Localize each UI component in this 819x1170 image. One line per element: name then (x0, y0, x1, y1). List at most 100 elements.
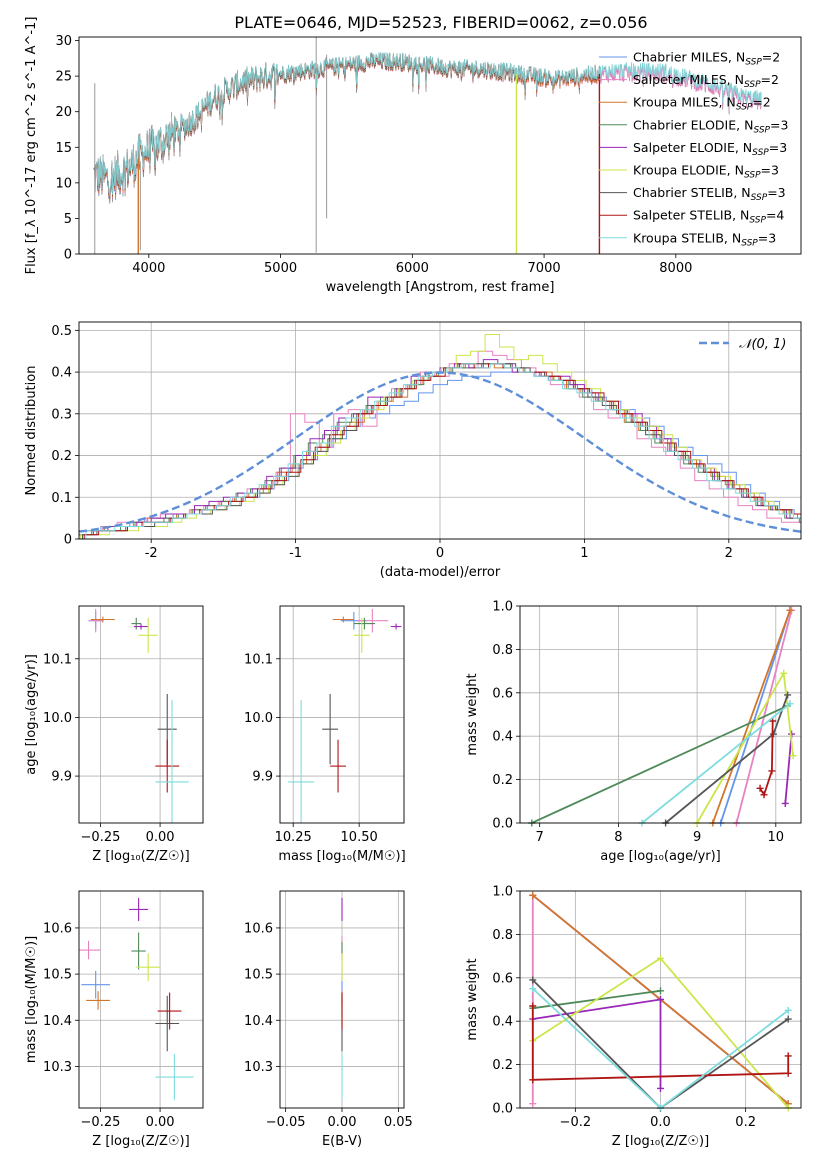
y-tick-label: 15 (55, 141, 72, 156)
legend-label-tail: =3 (769, 140, 787, 155)
series-marker-5 (780, 669, 788, 677)
y-axis-label: Normed distribution (24, 366, 39, 496)
mass-age-panel: 10.25 10.50 9.9 10.0 10.1 mass [log₁₀(M/M☉)] (244, 605, 406, 864)
y-tick-label: 10.5 (244, 968, 273, 983)
x-axis-label: Z [log₁₀(Z/Z☉)] (92, 1134, 189, 1149)
series-marker-4 (657, 996, 664, 1003)
x-tick-label: 0.00 (328, 1115, 357, 1130)
y-tick-label: 10.4 (244, 1014, 273, 1029)
y-axis-label: Flux [f_λ 10^-17 erg cm^-2 s^-1 A^-1] (24, 17, 39, 275)
series-marker-6 (784, 691, 792, 699)
y-tick-label: 0 (64, 248, 72, 263)
series-marker-2 (786, 606, 794, 614)
x-tick-label: 2 (725, 546, 733, 561)
y-tick-label: 0.2 (492, 773, 513, 788)
x-tick-label: 8000 (659, 261, 692, 276)
series-line-2 (711, 609, 791, 823)
histogram-8 (85, 363, 801, 539)
legend-label-7: Salpeter STELIB, NSSP=4 (633, 208, 784, 226)
y-axis-label: age [log₁₀(age/yr)] (24, 654, 39, 775)
y-axis-label: mass weight (465, 958, 480, 1040)
series-marker-7 (756, 784, 764, 792)
legend-normal-label: 𝒩(0, 1) (739, 337, 786, 352)
x-tick-label: 10 (768, 830, 785, 845)
y-tick-label: 0.6 (492, 686, 513, 701)
series-marker-6 (529, 976, 537, 984)
series-marker-8 (786, 700, 794, 708)
y-tick-label: 20 (55, 105, 72, 120)
legend-label-main: Chabrier MILES, N (633, 50, 745, 65)
x-tick-label: 10.25 (275, 830, 312, 845)
x-tick-label: 10.50 (341, 830, 378, 845)
legend-label-1: Salpeter MILES, NSSP=2 (633, 72, 779, 90)
series-line-7 (759, 720, 774, 797)
series-marker-4 (657, 1084, 664, 1092)
y-tick-label: 10.5 (43, 968, 72, 983)
x-tick-label: 0.0 (650, 1115, 671, 1130)
legend-label-sub: SSP (749, 216, 766, 226)
x-tick-label: −0.05 (266, 1115, 306, 1130)
y-tick-label: 0.8 (492, 928, 513, 943)
legend-label-tail: =3 (767, 185, 785, 200)
legend-label-tail: =3 (761, 163, 779, 178)
y-tick-label: 0.0 (492, 1102, 513, 1117)
plot-frame (78, 890, 204, 1109)
x-tick-label: 6000 (396, 261, 429, 276)
legend-label-main: Kroupa ELODIE, N (633, 163, 744, 178)
series-marker-7 (529, 1002, 537, 1010)
plot-frame (519, 890, 802, 1109)
z-age-panel: −0.25 0.00 9.9 10.0 10.1 Z [log₁₀(Z/Z☉)] age [… (24, 605, 204, 864)
legend-label-5: Kroupa ELODIE, NSSP=3 (633, 163, 779, 181)
y-tick-label: 0.1 (51, 491, 72, 506)
y-tick-label: 0.4 (51, 366, 72, 381)
x-tick-label: 1 (580, 546, 588, 561)
legend-label-6: Chabrier STELIB, NSSP=3 (633, 185, 786, 203)
x-tick-label: 0 (436, 546, 444, 561)
z-mass-panel: −0.25 0.00 10.3 10.4 10.5 10.6 Z [log₁₀(Z/Z☉)]… (24, 890, 204, 1149)
x-tick-label: 0.2 (735, 1115, 756, 1130)
x-axis-label: Z [log₁₀(Z/Z☉)] (92, 849, 189, 864)
legend-label-tail: =4 (766, 208, 784, 223)
series-marker-4 (781, 799, 789, 807)
legend-label-tail: =2 (762, 50, 780, 65)
y-tick-label: 30 (55, 34, 72, 49)
spectrum-panel: 4000 5000 6000 7000 8000 0 5 10 15 20 25 30 waveleng… (24, 17, 802, 295)
series-marker-2 (529, 891, 537, 899)
series-marker-7 (760, 791, 768, 799)
histogram-0 (79, 371, 801, 532)
model-line-8 (95, 51, 762, 197)
legend-label-3: Chabrier ELODIE, NSSP=3 (633, 117, 788, 135)
y-tick-label: 10.6 (43, 921, 72, 936)
legend-label-sub: SSP (741, 238, 758, 248)
legend-label-main: Kroupa STELIB, N (633, 230, 741, 245)
y-tick-label: 10.1 (244, 652, 273, 667)
series-line-8 (532, 987, 789, 1108)
x-tick-label: 0.00 (146, 1115, 175, 1130)
y-tick-label: 10.1 (43, 652, 72, 667)
series-line-0 (719, 610, 791, 823)
y-tick-label: 0.2 (51, 449, 72, 464)
y-axis-label: mass [log₁₀(M/M☉)] (24, 936, 39, 1063)
x-axis-label: E(B-V) (322, 1134, 362, 1149)
plot-frame (78, 605, 204, 824)
legend-label-main: Chabrier STELIB, N (633, 185, 751, 200)
histogram-5 (80, 334, 801, 539)
series-marker-6 (784, 1015, 792, 1023)
plot-frame (279, 890, 405, 1109)
age-massweight-panel: 7 8 9 10 0.0 0.2 0.4 0.6 0.8 1.0 age [log₁₀(age/yr… (465, 600, 802, 864)
x-axis-label: mass [log₁₀(M/M☉)] (278, 849, 405, 864)
legend-label-tail: =3 (758, 230, 776, 245)
plot-frame (78, 321, 802, 540)
y-tick-label: 0.2 (492, 1058, 513, 1073)
y-tick-label: 10.3 (244, 1060, 273, 1075)
y-tick-label: 0 (64, 533, 72, 548)
residuals-panel: -2 -1 0 1 2 0 0.1 0.2 0.3 0.4 0.5 (data-model)/erro… (24, 321, 802, 580)
legend-label-8: Kroupa STELIB, NSSP=3 (633, 230, 776, 248)
y-tick-label: 25 (55, 70, 72, 85)
series-line-4 (784, 733, 793, 804)
series-marker-3 (657, 987, 664, 995)
x-tick-label: 8 (614, 830, 622, 845)
plot-frame (78, 36, 802, 255)
x-tick-label: 4000 (132, 261, 165, 276)
